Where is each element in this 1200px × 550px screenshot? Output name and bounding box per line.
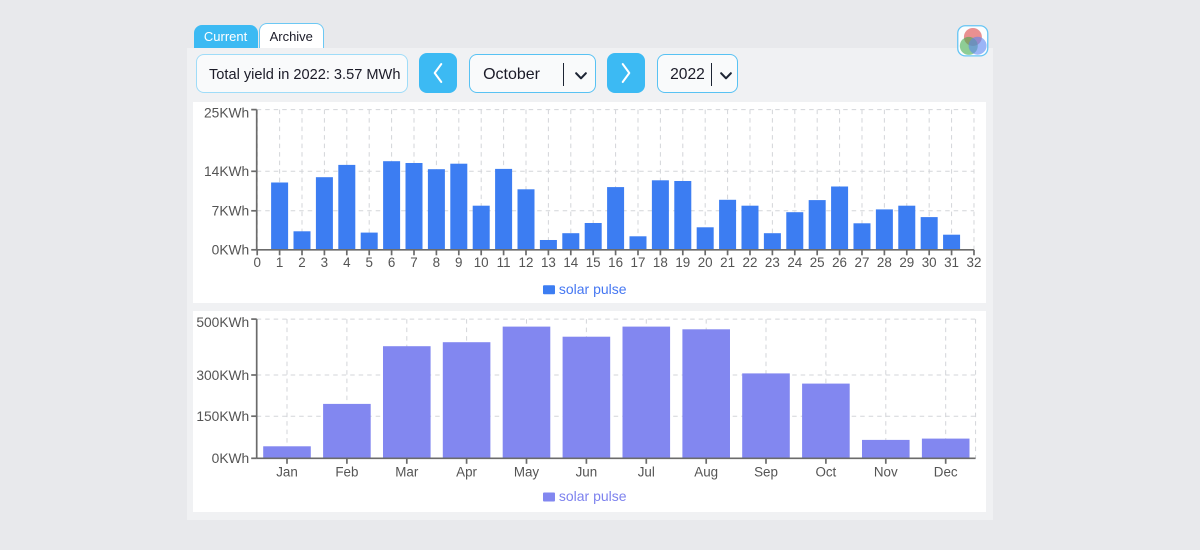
svg-text:28: 28	[877, 255, 892, 270]
svg-text:500KWh: 500KWh	[197, 315, 250, 330]
svg-text:12: 12	[519, 255, 534, 270]
svg-text:13: 13	[541, 255, 556, 270]
svg-text:150KWh: 150KWh	[197, 408, 250, 423]
svg-text:6: 6	[388, 255, 395, 270]
svg-text:32: 32	[967, 255, 982, 270]
svg-text:Nov: Nov	[874, 464, 898, 479]
svg-text:14KWh: 14KWh	[204, 164, 249, 179]
svg-text:14: 14	[564, 255, 579, 270]
svg-text:solar pulse: solar pulse	[559, 281, 627, 297]
svg-text:20: 20	[698, 255, 713, 270]
svg-text:Oct: Oct	[816, 464, 837, 479]
svg-text:Jun: Jun	[576, 464, 598, 479]
svg-text:27: 27	[855, 255, 870, 270]
svg-text:Dec: Dec	[934, 464, 958, 479]
svg-text:18: 18	[653, 255, 668, 270]
svg-text:21: 21	[720, 255, 735, 270]
svg-text:17: 17	[631, 255, 646, 270]
svg-text:29: 29	[900, 255, 915, 270]
svg-text:solar pulse: solar pulse	[559, 488, 627, 504]
svg-text:19: 19	[676, 255, 691, 270]
svg-text:Aug: Aug	[695, 464, 719, 479]
svg-text:22: 22	[743, 255, 758, 270]
svg-text:15: 15	[586, 255, 601, 270]
svg-text:4: 4	[343, 255, 351, 270]
svg-text:0: 0	[254, 255, 261, 270]
svg-text:16: 16	[608, 255, 623, 270]
svg-text:0KWh: 0KWh	[212, 451, 250, 466]
svg-text:11: 11	[497, 255, 511, 270]
svg-text:0KWh: 0KWh	[212, 242, 250, 257]
svg-text:30: 30	[922, 255, 937, 270]
svg-text:Sep: Sep	[754, 464, 778, 479]
svg-text:3: 3	[321, 255, 328, 270]
svg-text:Jul: Jul	[638, 464, 655, 479]
svg-text:7KWh: 7KWh	[212, 203, 250, 218]
svg-text:31: 31	[944, 255, 959, 270]
svg-text:23: 23	[765, 255, 780, 270]
svg-text:Mar: Mar	[396, 464, 420, 479]
svg-text:300KWh: 300KWh	[197, 367, 250, 382]
svg-text:25KWh: 25KWh	[204, 105, 249, 120]
svg-text:25: 25	[810, 255, 825, 270]
svg-text:1: 1	[276, 255, 283, 270]
svg-text:Jan: Jan	[277, 464, 299, 479]
svg-text:10: 10	[474, 255, 489, 270]
svg-text:2: 2	[299, 255, 306, 270]
svg-text:May: May	[514, 464, 540, 479]
svg-text:24: 24	[788, 255, 803, 270]
svg-text:Apr: Apr	[456, 464, 477, 479]
svg-text:26: 26	[832, 255, 847, 270]
svg-text:Feb: Feb	[336, 464, 359, 479]
svg-text:7: 7	[411, 255, 418, 270]
svg-text:5: 5	[366, 255, 373, 270]
svg-text:9: 9	[455, 255, 462, 270]
svg-text:8: 8	[433, 255, 440, 270]
